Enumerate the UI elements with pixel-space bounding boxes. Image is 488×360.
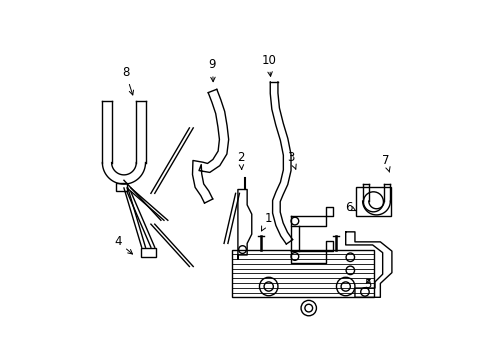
Bar — [141, 248, 156, 257]
Text: 5: 5 — [364, 279, 371, 292]
Bar — [356, 187, 390, 216]
Text: 1: 1 — [261, 212, 271, 231]
Text: 3: 3 — [287, 150, 296, 169]
Text: 2: 2 — [237, 150, 244, 170]
Text: 8: 8 — [122, 66, 133, 95]
Bar — [116, 183, 127, 191]
Text: 10: 10 — [261, 54, 276, 76]
Text: 7: 7 — [381, 154, 389, 172]
Text: 4: 4 — [114, 235, 132, 254]
Text: 9: 9 — [208, 58, 216, 82]
Bar — [231, 249, 373, 297]
Text: 6: 6 — [345, 201, 355, 214]
